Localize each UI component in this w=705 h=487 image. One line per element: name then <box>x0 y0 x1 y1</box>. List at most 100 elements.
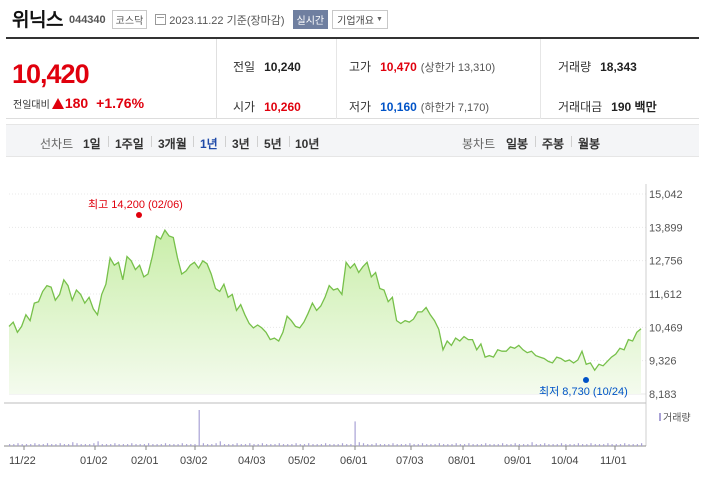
volume-bar <box>468 443 470 446</box>
y-tick-label: 12,756 <box>649 256 683 268</box>
volume-bar <box>510 444 512 446</box>
stat-prev-close: 전일 10,240 <box>233 60 301 74</box>
x-tick-label: 04/03 <box>238 455 266 467</box>
x-tick-label: 03/02 <box>180 455 208 467</box>
company-overview-button[interactable]: 기업개요 ▼ <box>332 10 388 29</box>
price-change: 전일대비 180 +1.76% <box>13 95 144 111</box>
period-1w[interactable]: 1주일 <box>115 137 144 151</box>
volume-bar <box>9 444 11 446</box>
volume-bar <box>228 444 230 446</box>
x-tick-label: 01/02 <box>80 455 108 467</box>
volume-bar <box>337 444 339 446</box>
volume-bar <box>253 444 255 446</box>
stat-high: 고가 10,470 (상한가 13,310) <box>349 60 496 74</box>
realtime-button[interactable]: 실시간 <box>292 10 329 29</box>
volume-bar <box>160 444 162 446</box>
volume-bar <box>594 444 596 446</box>
volume-bar <box>615 444 617 446</box>
volume-bar <box>430 444 432 446</box>
volume-bar <box>320 444 322 446</box>
volume-bar <box>375 443 377 446</box>
x-tick-label: 02/01 <box>131 455 159 467</box>
stock-header: 위닉스 044340 코스닥 2023.11.22 기준(장마감) 실시간 기업… <box>0 0 705 36</box>
volume-bar <box>152 444 154 446</box>
volume-bar <box>396 444 398 446</box>
stat-grid: 전일 10,240 시가 10,260 고가 10,470 (상한가 13,31… <box>217 39 699 119</box>
change-percent: +1.76% <box>96 95 145 111</box>
volume-bar <box>502 443 504 446</box>
volume-bar <box>202 443 204 446</box>
volume-bar <box>443 444 445 446</box>
x-tick-label: 06/01 <box>340 455 368 467</box>
volume-bar <box>405 444 407 446</box>
price-summary: 10,420 전일대비 180 +1.76% 전일 10,240 시가 10,2… <box>6 37 699 119</box>
current-price-box: 10,420 전일대비 180 +1.76% <box>6 39 217 119</box>
volume-bar <box>21 444 23 446</box>
volume-bar <box>531 442 533 446</box>
chevron-down-icon: ▼ <box>375 16 383 23</box>
volume-bar <box>426 444 428 446</box>
price-chart-svg: 15,042 13,899 12,756 11,612 10,469 9,326 8,183… <box>4 184 691 467</box>
volume-bar <box>539 444 542 446</box>
current-price: 10,420 <box>12 59 90 89</box>
volume-bar <box>354 421 356 446</box>
stock-code: 044340 <box>68 14 106 26</box>
volume-bar <box>451 444 453 446</box>
volume-bar <box>278 443 280 446</box>
volume-bar <box>270 444 272 446</box>
volume-bar <box>346 444 348 446</box>
period-1d[interactable]: 1일 <box>83 137 101 151</box>
volume-bar <box>46 443 49 446</box>
volume-bar <box>603 444 605 446</box>
stat-volume: 거래량 18,343 <box>558 60 637 74</box>
volume-bar <box>186 444 188 446</box>
volume-bar <box>472 444 474 446</box>
low-annotation: 최저 8,730 (10/24) <box>539 385 628 398</box>
price-line <box>8 228 642 372</box>
volume-legend-label: 거래량 <box>663 412 691 424</box>
x-tick-label: 10/04 <box>551 455 579 467</box>
volume-bar <box>527 444 529 446</box>
period-10y[interactable]: 10년 <box>295 137 320 151</box>
volume-bar <box>438 443 440 446</box>
period-5y[interactable]: 5년 <box>264 137 282 151</box>
volume-bar <box>215 443 217 446</box>
volume-bar <box>181 443 183 446</box>
y-tick-label: 9,326 <box>649 356 677 368</box>
volume-bar <box>249 443 251 446</box>
company-overview-label: 기업개요 <box>337 16 374 27</box>
volume-bar <box>295 443 297 446</box>
volume-bar <box>223 444 226 446</box>
period-3m[interactable]: 3개월 <box>158 137 187 151</box>
volume-bar <box>51 444 53 446</box>
volume-bar <box>548 444 550 446</box>
volume-bar <box>97 441 99 446</box>
volume-bar <box>362 443 365 446</box>
volume-bar <box>118 444 120 446</box>
x-tick-label: 05/02 <box>288 455 316 467</box>
candle-monthly[interactable]: 월봉 <box>578 137 601 151</box>
volume-bar <box>586 444 588 446</box>
volume-bar <box>523 444 525 446</box>
volume-bar <box>76 443 78 446</box>
volume-bar <box>194 444 196 446</box>
volume-bar <box>55 444 57 446</box>
line-chart-label: 선차트 <box>40 137 74 151</box>
volume-bar <box>148 443 150 446</box>
volume-bar <box>274 444 276 446</box>
volume-bar <box>89 444 91 446</box>
candle-daily[interactable]: 일봉 <box>506 137 529 151</box>
volume-bar <box>316 444 318 446</box>
volume-bar <box>257 444 259 446</box>
stat-amount: 거래대금 190 백만 <box>558 100 657 114</box>
period-1y[interactable]: 1년 <box>200 137 218 151</box>
period-3y[interactable]: 3년 <box>232 137 250 151</box>
volume-bar <box>17 443 19 446</box>
volume-bar <box>493 444 495 446</box>
volume-bar <box>105 444 108 446</box>
volume-bar <box>624 443 626 446</box>
up-arrow-icon <box>51 97 64 109</box>
volume-bar <box>25 444 28 446</box>
candle-weekly[interactable]: 주봉 <box>542 137 565 151</box>
x-tick-label: 09/01 <box>504 455 532 467</box>
